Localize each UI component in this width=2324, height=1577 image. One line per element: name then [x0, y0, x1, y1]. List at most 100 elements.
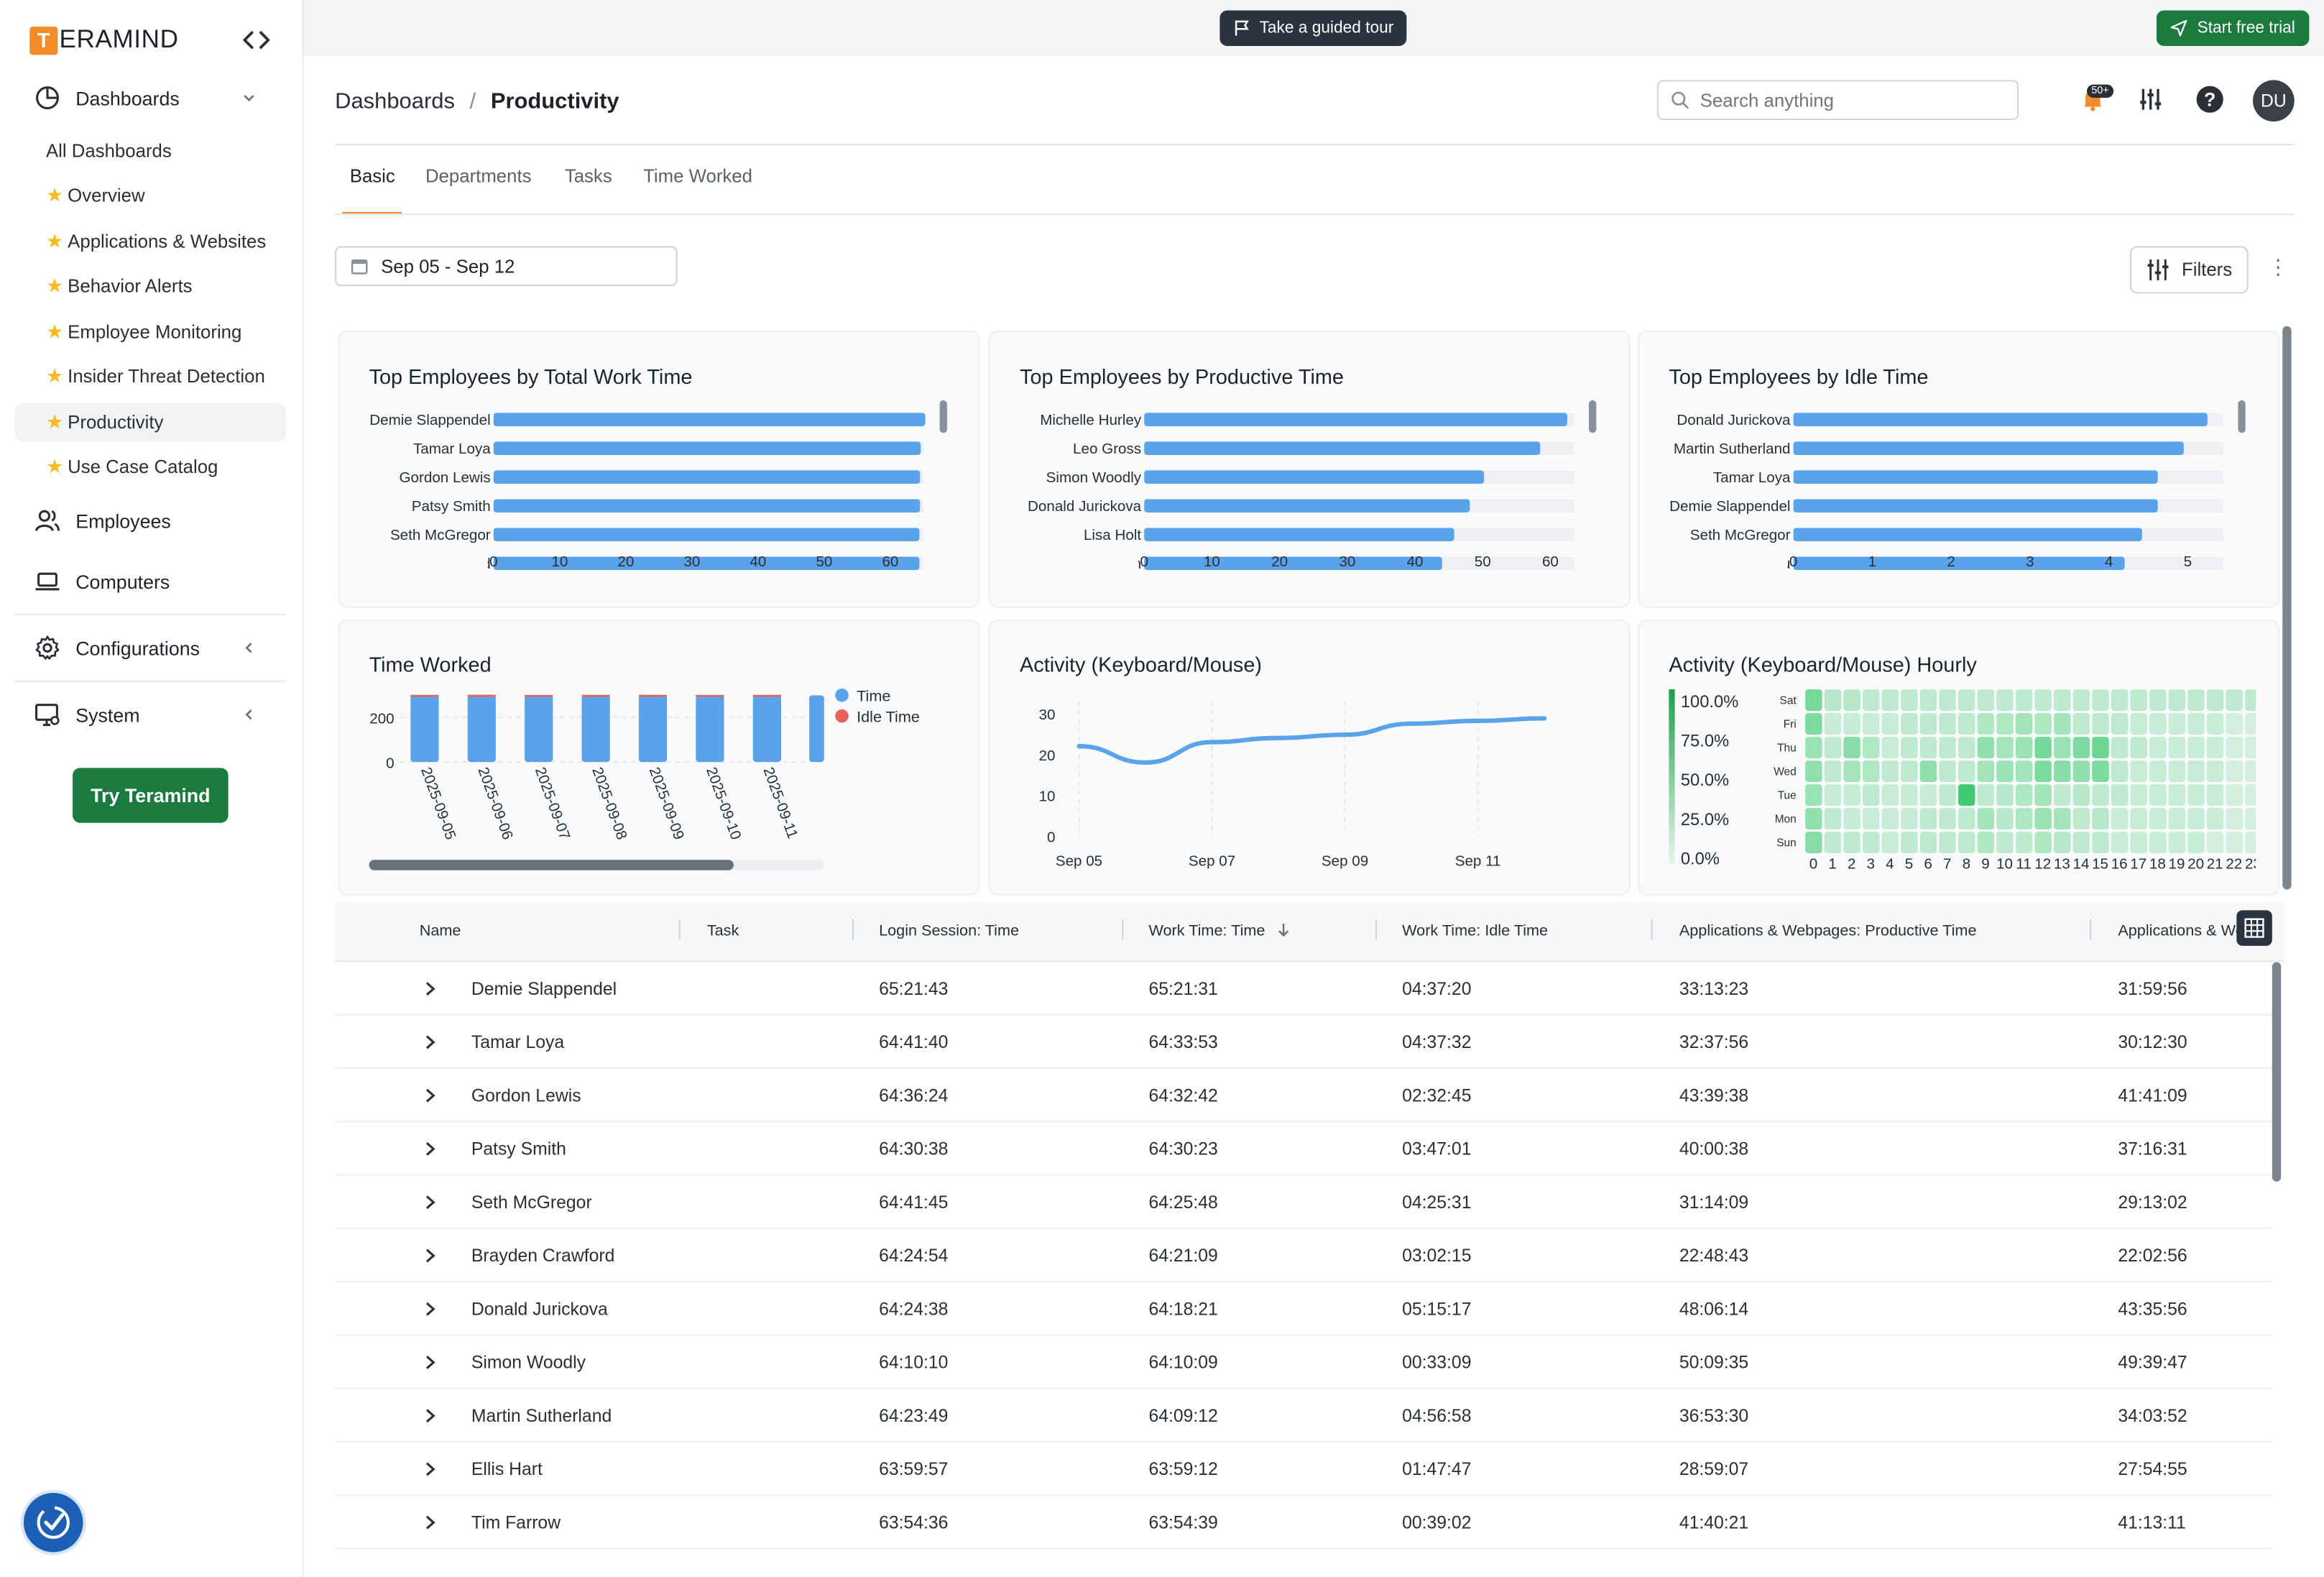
column-resizer[interactable]	[1122, 919, 1124, 940]
sidebar-item-employee-monitoring[interactable]: ★ Employee Monitoring	[15, 313, 286, 351]
sidebar-item-all-dashboards[interactable]: All Dashboards	[15, 132, 286, 171]
bar-time-5[interactable]	[696, 695, 724, 763]
heat-cell[interactable]	[2072, 808, 2090, 829]
column-header-work-time[interactable]: Work Time: Time	[1148, 922, 1290, 943]
heat-cell[interactable]	[2168, 713, 2186, 735]
heat-cell[interactable]	[1958, 737, 1975, 758]
heat-cell[interactable]	[2149, 760, 2167, 782]
bar-time-6[interactable]	[752, 695, 781, 763]
heat-cell[interactable]	[2015, 713, 2033, 735]
heat-cell[interactable]	[2130, 832, 2147, 853]
heat-cell[interactable]	[1996, 784, 2014, 806]
sidebar-item-use-case-catalog[interactable]: ★ Use Case Catalog	[15, 448, 286, 487]
bar-idle-3[interactable]	[1793, 499, 2158, 513]
heat-cell[interactable]	[1996, 713, 2014, 735]
heat-cell[interactable]	[2054, 737, 2071, 758]
cell-name[interactable]: Tim Farrow	[471, 1512, 561, 1533]
tab-departments[interactable]: Departments	[425, 166, 532, 187]
bar-total_work-3[interactable]	[493, 499, 921, 513]
nav-system[interactable]: System	[15, 688, 286, 741]
heat-cell[interactable]	[1901, 713, 1918, 735]
bar-productive-1[interactable]	[1144, 441, 1541, 455]
bar-time-1[interactable]	[467, 695, 496, 763]
heat-cell[interactable]	[1977, 784, 1995, 806]
bar-idle-6[interactable]	[752, 694, 781, 697]
heat-cell[interactable]	[2111, 713, 2129, 735]
heat-cell[interactable]	[1939, 713, 1956, 735]
search-input[interactable]	[1700, 89, 1997, 111]
cell-name[interactable]: Ellis Hart	[471, 1458, 543, 1480]
heat-cell[interactable]	[1824, 784, 1842, 806]
heat-cell[interactable]	[1805, 737, 1822, 758]
expand-row-chevron-icon[interactable]	[423, 1193, 438, 1211]
heat-cell[interactable]	[1939, 808, 1956, 829]
start-free-trial-button[interactable]: Start free trial	[2156, 10, 2310, 46]
heat-cell[interactable]	[1901, 760, 1918, 782]
bar-total_work-4[interactable]	[493, 528, 920, 542]
bar-idle-3[interactable]	[581, 694, 610, 697]
heat-cell[interactable]	[1958, 784, 1975, 806]
heat-cell[interactable]	[2245, 808, 2256, 829]
heat-cell[interactable]	[2015, 689, 2033, 711]
table-row[interactable]	[335, 1496, 2272, 1550]
heat-cell[interactable]	[2054, 760, 2071, 782]
heat-cell[interactable]	[2111, 737, 2129, 758]
heat-cell[interactable]	[2187, 784, 2205, 806]
heat-cell[interactable]	[1805, 689, 1822, 711]
heat-cell[interactable]	[2130, 689, 2147, 711]
bar-total_work-5[interactable]	[493, 556, 920, 571]
sidebar-item-insider-threat[interactable]: ★ Insider Threat Detection	[15, 357, 286, 396]
column-resizer[interactable]	[678, 919, 681, 940]
heat-cell[interactable]	[1881, 760, 1899, 782]
heat-cell[interactable]	[1996, 760, 2014, 782]
heat-cell[interactable]	[2187, 760, 2205, 782]
heat-cell[interactable]	[1996, 832, 2014, 853]
column-resizer[interactable]	[1651, 919, 1653, 940]
heat-cell[interactable]	[1939, 832, 1956, 853]
heat-cell[interactable]	[2149, 808, 2167, 829]
heat-cell[interactable]	[1824, 808, 1842, 829]
bar-idle-5[interactable]	[696, 694, 724, 697]
collapse-sidebar-icon[interactable]	[241, 27, 271, 53]
more-options-icon[interactable]: ⋮	[2267, 254, 2289, 279]
expand-row-chevron-icon[interactable]	[423, 1247, 438, 1265]
cell-name[interactable]: Martin Sutherland	[471, 1405, 612, 1427]
heat-cell[interactable]	[1977, 713, 1995, 735]
heat-cell[interactable]	[2130, 713, 2147, 735]
heat-cell[interactable]	[2187, 737, 2205, 758]
heat-cell[interactable]	[2034, 713, 2052, 735]
heat-cell[interactable]	[2245, 689, 2256, 711]
heat-cell[interactable]	[1996, 737, 2014, 758]
heat-cell[interactable]	[1862, 689, 1880, 711]
heat-cell[interactable]	[2092, 832, 2109, 853]
heat-cell[interactable]	[1919, 784, 1937, 806]
accessibility-check-icon[interactable]	[20, 1489, 86, 1555]
heat-cell[interactable]	[2072, 784, 2090, 806]
help-icon[interactable]: ?	[2194, 83, 2226, 116]
heat-cell[interactable]	[2130, 808, 2147, 829]
heat-cell[interactable]	[1824, 737, 1842, 758]
heat-cell[interactable]	[1919, 832, 1937, 853]
page-scrollbar[interactable]	[2282, 326, 2292, 890]
heat-cell[interactable]	[2226, 737, 2243, 758]
heat-cell[interactable]	[1901, 737, 1918, 758]
nav-computers[interactable]: Computers	[15, 554, 286, 607]
bar-time-next[interactable]	[809, 695, 824, 763]
heat-cell[interactable]	[2054, 713, 2071, 735]
table-row[interactable]	[335, 962, 2272, 1016]
heat-cell[interactable]	[1805, 784, 1822, 806]
heat-cell[interactable]	[1919, 760, 1937, 782]
bar-time-2[interactable]	[525, 695, 553, 763]
heat-cell[interactable]	[1996, 808, 2014, 829]
heat-cell[interactable]	[2054, 689, 2071, 711]
heat-cell[interactable]	[1958, 689, 1975, 711]
heat-cell[interactable]	[2226, 689, 2243, 711]
bar-productive-5[interactable]	[1144, 556, 1442, 571]
heat-cell[interactable]	[2092, 713, 2109, 735]
heat-cell[interactable]	[2034, 689, 2052, 711]
table-row[interactable]	[335, 1069, 2272, 1123]
expand-row-chevron-icon[interactable]	[423, 980, 438, 998]
heat-cell[interactable]	[1843, 713, 1860, 735]
heat-cell[interactable]	[1958, 713, 1975, 735]
heat-cell[interactable]	[2168, 737, 2186, 758]
